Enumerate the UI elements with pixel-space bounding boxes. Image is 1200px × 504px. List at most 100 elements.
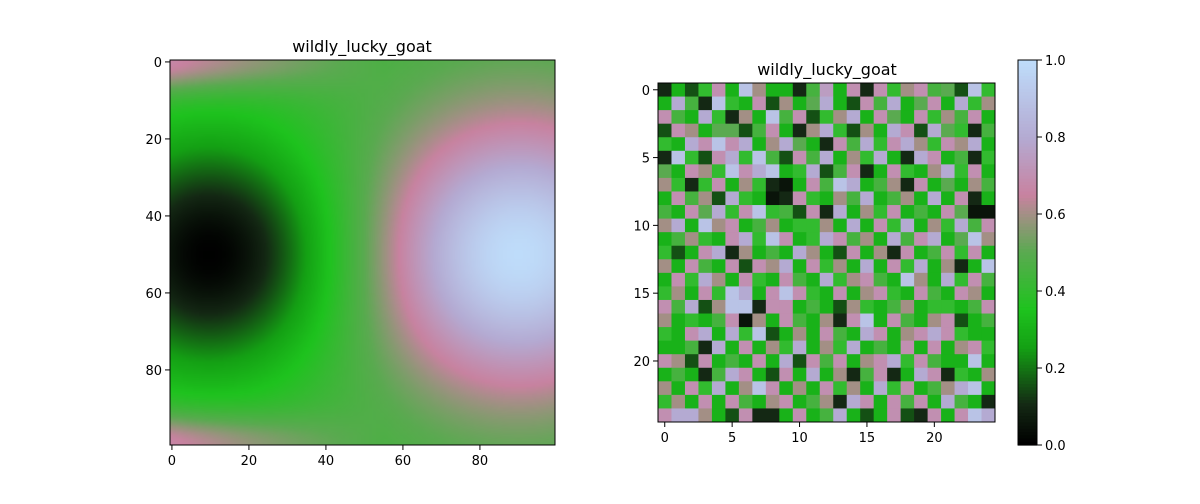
heatmap-cell [819, 245, 834, 260]
heatmap-cell [927, 381, 942, 396]
heatmap-cell [792, 381, 807, 396]
heatmap-cell [752, 245, 767, 260]
heatmap-cell [954, 313, 969, 328]
heatmap-cell [752, 354, 767, 369]
heatmap-cell [752, 327, 767, 342]
heatmap-cell [765, 177, 780, 192]
heatmap-cell [738, 205, 753, 220]
heatmap-cell [873, 205, 888, 220]
heatmap-cell [752, 137, 767, 152]
heatmap-cell [846, 394, 861, 409]
heatmap-cell [914, 123, 929, 138]
heatmap-cell [981, 394, 996, 409]
heatmap-cell [846, 205, 861, 220]
heatmap-cell [698, 354, 713, 369]
plot-frame [169, 59, 556, 446]
heatmap-cell [846, 177, 861, 192]
colorbar-band [1018, 403, 1037, 408]
heatmap-cell [900, 272, 915, 287]
heatmap-cell [738, 164, 753, 179]
heatmap-cell [887, 259, 902, 274]
heatmap-cell [941, 259, 956, 274]
heatmap-cell [819, 96, 834, 111]
heatmap-cell [900, 313, 915, 328]
heatmap-cell [779, 232, 794, 247]
heatmap-cell [887, 286, 902, 301]
heatmap-cell [968, 272, 983, 287]
heatmap-cell [698, 299, 713, 315]
colorbar-band [1018, 387, 1037, 392]
heatmap-cell [954, 381, 969, 396]
heatmap-cell [846, 272, 861, 287]
heatmap-cell [887, 137, 902, 152]
heatmap-cell [981, 299, 996, 315]
heatmap-cell [941, 394, 956, 409]
heatmap-cell [738, 394, 753, 409]
colorbar-band [1018, 191, 1037, 196]
heatmap-cell [954, 259, 969, 274]
heatmap-cell [941, 367, 956, 382]
heatmap-cell [671, 367, 686, 382]
colorbar-band [1018, 162, 1037, 167]
heatmap-smooth: wildly_lucky_goat 0 20 40 60 80 0 20 40 60 80 [145, 37, 556, 469]
heatmap-cell [887, 177, 902, 192]
heatmap-cell [684, 354, 699, 369]
heatmap-cell [927, 354, 942, 369]
heatmap-cell [819, 177, 834, 192]
left-x-tick-label: 40 [318, 454, 335, 469]
heatmap-cell [846, 137, 861, 152]
heatmap-cell [819, 150, 834, 165]
colorbar-band [1018, 364, 1037, 369]
heatmap-cell [725, 367, 740, 382]
heatmap-cell [806, 245, 821, 260]
heatmap-cell [752, 123, 767, 138]
heatmap-cell [968, 408, 983, 423]
heatmap-cell [725, 137, 740, 152]
heatmap-cell [900, 164, 915, 179]
heatmap-cell [846, 218, 861, 233]
heatmap-cell [927, 340, 942, 355]
heatmap-cell [887, 205, 902, 220]
heatmap-cell [738, 110, 753, 125]
heatmap-cell [698, 327, 713, 342]
heatmap-cell [941, 164, 956, 179]
colorbar-band [1018, 335, 1037, 340]
heatmap-cell [725, 299, 740, 315]
heatmap-cell [887, 191, 902, 206]
heatmap-cell [981, 123, 996, 138]
heatmap-cell [927, 367, 942, 382]
heatmap-cell [725, 394, 740, 409]
heatmap-cell [752, 96, 767, 111]
heatmap-cell [941, 205, 956, 220]
heatmap-cell [954, 408, 969, 423]
colorbar-band [1018, 274, 1037, 279]
heatmap-cell [968, 150, 983, 165]
heatmap-cell [819, 137, 834, 152]
heatmap-cell [819, 299, 834, 315]
heatmap-cell [711, 327, 726, 342]
heatmap-cell [725, 340, 740, 355]
heatmap-cell [860, 272, 875, 287]
heatmap-cell [941, 245, 956, 260]
heatmap-cell [658, 313, 672, 328]
heatmap-cell [887, 340, 902, 355]
heatmap-cell [738, 150, 753, 165]
heatmap-cell [981, 286, 996, 301]
heatmap-cell [927, 110, 942, 125]
heatmap-cell [752, 232, 767, 247]
heatmap-cell [860, 299, 875, 315]
heatmap-cell [968, 110, 983, 125]
heatmap-cell [981, 191, 996, 206]
colorbar-band [1018, 416, 1037, 420]
heatmap-cell [725, 96, 740, 111]
heatmap-cell [887, 83, 902, 98]
heatmap-cell [658, 137, 672, 152]
heatmap-cell [981, 408, 996, 423]
heatmap-cell [671, 205, 686, 220]
colorbar-band [1018, 82, 1037, 87]
heatmap-cell [752, 259, 767, 274]
heatmap-cell [819, 232, 834, 247]
heatmap-cell [900, 408, 915, 423]
heatmap-cell [792, 286, 807, 301]
heatmap-cell [981, 110, 996, 125]
